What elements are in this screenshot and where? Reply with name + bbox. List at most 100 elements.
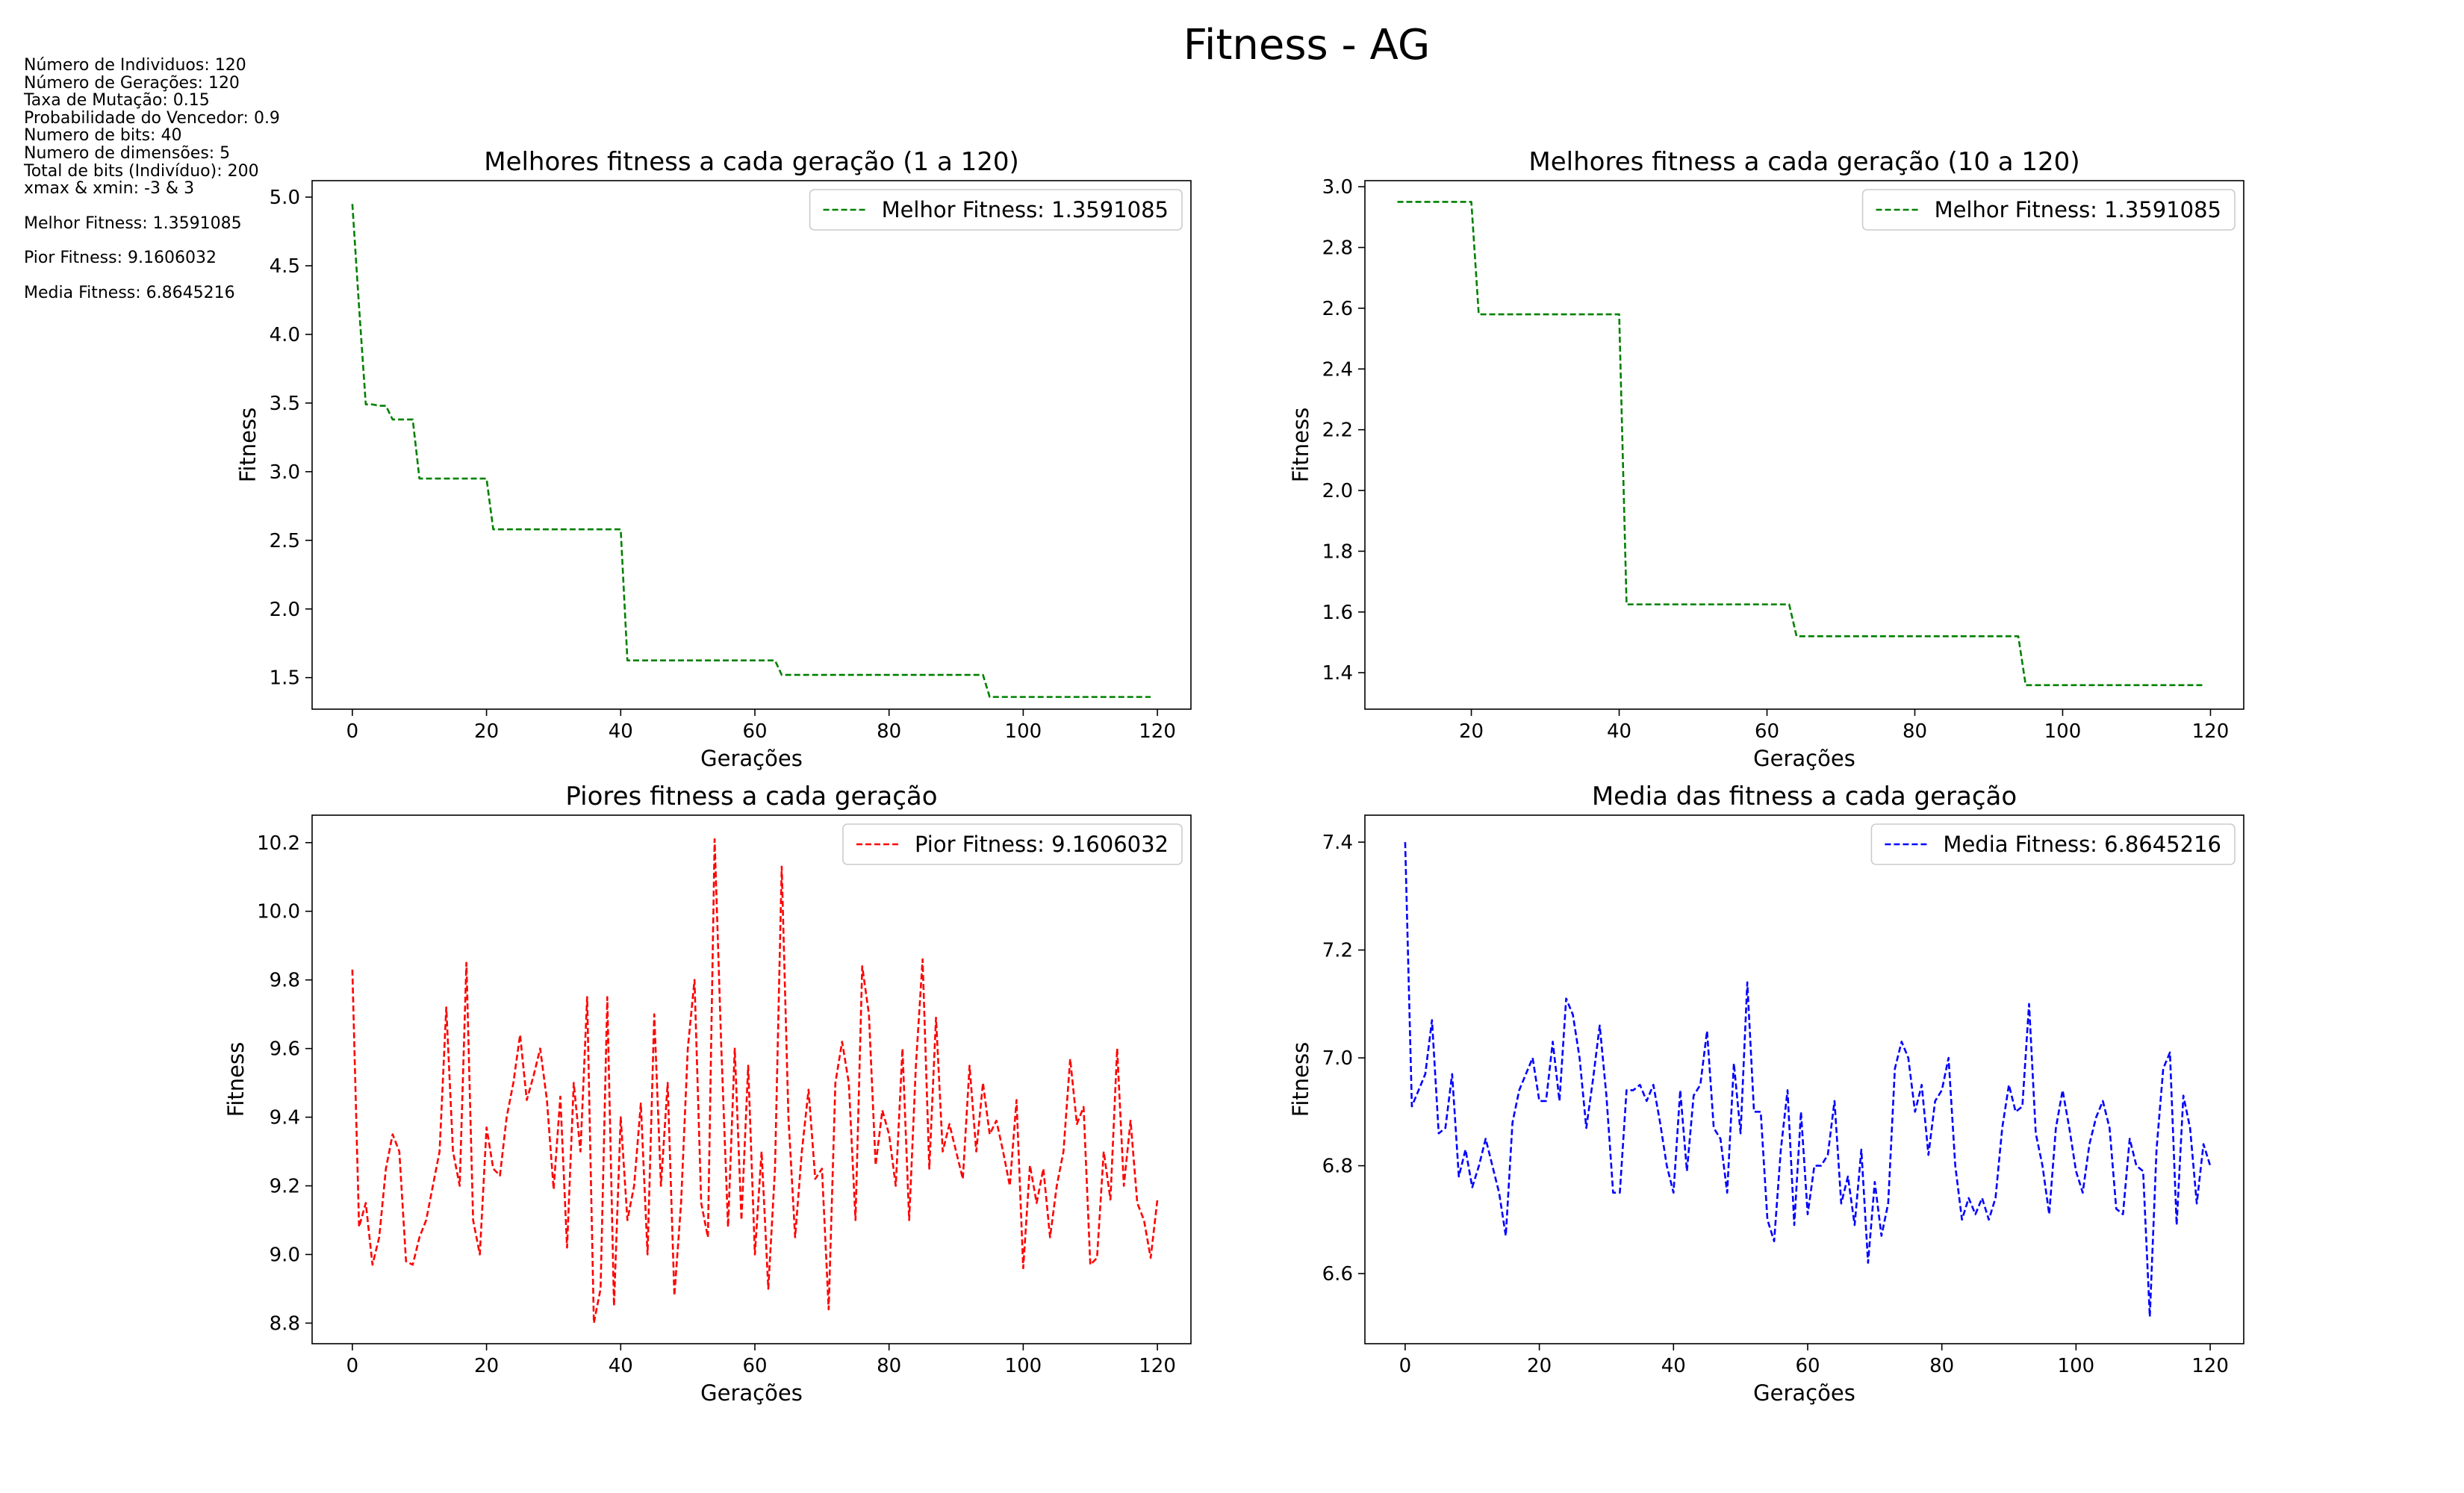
best-fitness-all-y-tick-label: 2.0 [270, 599, 300, 621]
mean-fitness-y-tick-label: 6.6 [1322, 1263, 1353, 1285]
mean-fitness-x-tick-label: 40 [1661, 1355, 1686, 1377]
best-fitness-10-120-series-line [1397, 201, 2203, 687]
best-fitness-all-x-tick-label: 80 [877, 720, 901, 743]
best-fitness-10-120-y-tick-label: 1.4 [1322, 662, 1353, 685]
worst-fitness-x-tick-label: 20 [474, 1355, 499, 1377]
best-fitness-10-120-x-tick-label: 20 [1459, 720, 1484, 743]
best-fitness-all-plot-frame [311, 180, 1192, 710]
mean-fitness-legend-box [1870, 823, 2236, 865]
mean-fitness-x-tick-label: 20 [1527, 1355, 1552, 1377]
worst-fitness-x-tick-label: 120 [1139, 1355, 1176, 1377]
worst-fitness-y-tick-label: 9.8 [270, 970, 300, 992]
param-line-range: xmax & xmin: -3 & 3 [24, 179, 195, 199]
best-fitness-10-120-y-tick-label: 1.8 [1322, 540, 1353, 563]
worst-fitness-plot-frame [311, 814, 1192, 1344]
best-fitness-10-120-x-tick-label: 80 [1903, 720, 1927, 743]
mean-fitness-x-tick-label: 0 [1399, 1355, 1412, 1377]
best-fitness-all-y-tick-label: 4.0 [270, 324, 300, 346]
summary-mean-fitness: Media Fitness: 6.8645216 [24, 283, 235, 302]
best-fitness-all-legend: Melhor Fitness: 1.3591085 [809, 189, 1183, 231]
mean-fitness-chart: 0 20 40 60 80 100 120 6.6 6.8 7.0 7.2 7.4 Media das … [1288, 782, 2244, 1406]
best-fitness-10-120-title: Melhores fitness a cada geração (10 a 12… [1528, 147, 2079, 177]
best-fitness-all-x-axis-label: Gerações [700, 746, 803, 771]
mean-fitness-legend-label: Media Fitness: 6.8645216 [1943, 832, 2221, 857]
worst-fitness-x-tick-label: 40 [609, 1355, 633, 1377]
mean-fitness-plot-frame [1364, 814, 2244, 1344]
param-line-dimensions: Numero de dimensões: 5 [24, 143, 231, 163]
worst-fitness-y-axis-label: Fitness [223, 1042, 249, 1117]
best-fitness-10-120-y-tick-label: 2.2 [1322, 420, 1353, 442]
best-fitness-all-x-tick-label: 60 [742, 720, 767, 743]
worst-fitness-x-tick-label: 0 [346, 1355, 359, 1377]
worst-fitness-y-tick-label: 9.6 [270, 1038, 300, 1061]
best-fitness-10-120-legend-box [1861, 189, 2236, 231]
param-line-bits: Numero de bits: 40 [24, 126, 182, 146]
param-line-total-bits: Total de bits (Indivíduo): 200 [24, 161, 259, 181]
worst-fitness-series-line [351, 838, 1159, 1324]
best-fitness-all-y-tick-label: 4.5 [270, 255, 300, 278]
worst-fitness-chart: 0 20 40 60 80 100 120 8.8 9.0 9.2 9.4 9.6 9.8 10.0 10.… [223, 782, 1192, 1406]
best-fitness-all-y-axis-label: Fitness [235, 408, 261, 482]
best-fitness-all-y-tick-label: 5.0 [270, 187, 300, 209]
worst-fitness-x-axis-label: Gerações [700, 1380, 803, 1406]
best-fitness-all-x-tick-label: 120 [1139, 720, 1176, 743]
best-fitness-all-x-tick-label: 40 [609, 720, 633, 743]
best-fitness-all-series-line [351, 204, 1151, 698]
best-fitness-all-x-tick-label: 100 [1005, 720, 1042, 743]
best-fitness-10-120-plot-frame [1364, 180, 2244, 710]
summary-worst-fitness: Pior Fitness: 9.1606032 [24, 249, 217, 268]
best-fitness-all-x-tick-label: 0 [346, 720, 359, 743]
worst-fitness-y-tick-label: 10.2 [257, 832, 300, 855]
mean-fitness-x-tick-label: 80 [1929, 1355, 1954, 1377]
mean-fitness-y-tick-label: 7.0 [1322, 1047, 1353, 1070]
best-fitness-10-120-x-tick-label: 120 [2192, 720, 2230, 743]
param-line-winner-probability: Probabilidade do Vencedor: 0.9 [24, 108, 280, 128]
best-fitness-10-120-x-tick-label: 40 [1607, 720, 1631, 743]
mean-fitness-x-tick-label: 100 [2058, 1355, 2095, 1377]
mean-fitness-y-tick-label: 7.4 [1322, 832, 1353, 854]
worst-fitness-title: Piores fitness a cada geração [565, 782, 937, 811]
best-fitness-all-y-tick-label: 3.0 [270, 461, 300, 484]
best-fitness-10-120-x-tick-label: 60 [1755, 720, 1779, 743]
best-fitness-10-120-x-axis-label: Gerações [1753, 746, 1855, 771]
param-line-mutation-rate: Taxa de Mutação: 0.15 [24, 91, 210, 110]
parameters-panel: Número de Individuos: 120 Número de Gera… [24, 57, 280, 302]
mean-fitness-x-axis-label: Gerações [1753, 1380, 1855, 1406]
best-fitness-10-120-legend-label: Melhor Fitness: 1.3591085 [1935, 197, 2221, 222]
worst-fitness-y-tick-label: 8.8 [270, 1312, 300, 1335]
best-fitness-all-title: Melhores fitness a cada geração (1 a 120… [484, 147, 1019, 177]
best-fitness-all-y-tick-label: 1.5 [270, 667, 300, 690]
best-fitness-10-120-y-tick-label: 2.6 [1322, 298, 1353, 320]
worst-fitness-y-tick-label: 10.0 [257, 901, 300, 923]
best-fitness-10-120-y-tick-label: 1.6 [1322, 602, 1353, 624]
worst-fitness-x-tick-label: 100 [1005, 1355, 1042, 1377]
best-fitness-10-120-y-axis-label: Fitness [1288, 408, 1313, 482]
best-fitness-all-y-tick-label: 3.5 [270, 393, 300, 415]
best-fitness-10-120-y-tick-label: 2.4 [1322, 358, 1353, 381]
mean-fitness-x-tick-label: 60 [1795, 1355, 1820, 1377]
worst-fitness-legend-label: Pior Fitness: 9.1606032 [915, 832, 1169, 857]
best-fitness-10-120-y-tick-label: 2.0 [1322, 480, 1353, 502]
mean-fitness-title: Media das fitness a cada geração [1592, 782, 2017, 811]
best-fitness-all-legend-label: Melhor Fitness: 1.3591085 [882, 197, 1169, 222]
best-fitness-all-y-tick-label: 2.5 [270, 530, 300, 552]
param-line-generations: Número de Gerações: 120 [24, 73, 240, 93]
page-title: Fitness - AG [1183, 21, 1431, 69]
worst-fitness-legend: Pior Fitness: 9.1606032 [842, 823, 1183, 865]
worst-fitness-y-tick-label: 9.4 [270, 1107, 300, 1129]
mean-fitness-y-tick-label: 6.8 [1322, 1156, 1353, 1178]
worst-fitness-y-tick-label: 9.2 [270, 1176, 300, 1198]
best-fitness-all-x-tick-label: 20 [474, 720, 499, 743]
best-fitness-10-120-chart: 20 40 60 80 100 120 1.4 1.6 1.8 2.0 2.2 2.4 2.6 2.8 3.… [1288, 147, 2244, 771]
mean-fitness-legend: Media Fitness: 6.8645216 [1870, 823, 2236, 865]
best-fitness-all-chart: 0 20 40 60 80 100 120 1.5 2.0 2.5 3.0 3.5 4.0 4.5 5.0 M… [235, 147, 1192, 771]
worst-fitness-x-tick-label: 60 [742, 1355, 767, 1377]
worst-fitness-x-tick-label: 80 [877, 1355, 901, 1377]
best-fitness-10-120-x-tick-label: 100 [2044, 720, 2082, 743]
mean-fitness-series-line [1404, 842, 2212, 1318]
summary-best-fitness: Melhor Fitness: 1.3591085 [24, 213, 242, 233]
mean-fitness-y-axis-label: Fitness [1288, 1042, 1313, 1117]
worst-fitness-legend-box [842, 823, 1183, 865]
mean-fitness-x-tick-label: 120 [2191, 1355, 2229, 1377]
